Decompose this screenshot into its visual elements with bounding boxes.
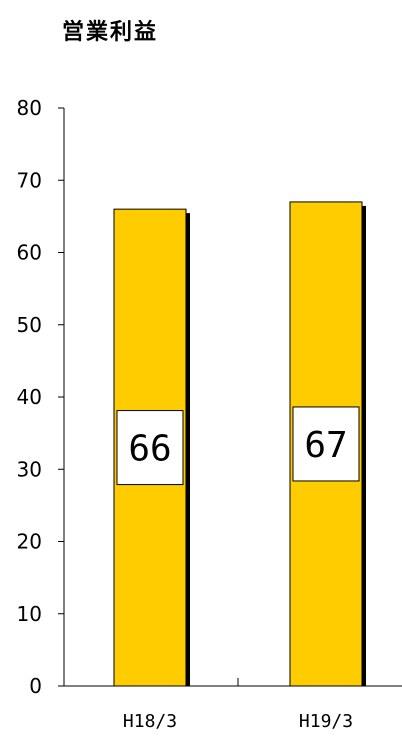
chart-title: 営業利益 [62,20,159,45]
y-axis: 0 10 20 30 40 50 60 70 80 [17,96,65,698]
data-label-box [292,406,360,482]
category-labels: H18/3 H19/3 [123,711,353,732]
y-tick-label: 70 [17,168,42,192]
y-tick-label: 30 [17,457,42,481]
y-tick-label: 40 [17,385,42,409]
y-tick-label: 20 [17,530,42,554]
category-label: H18/3 [123,711,177,732]
y-tick-label: 80 [17,96,42,120]
data-label: 67 [304,425,347,466]
category-label: H19/3 [299,711,353,732]
y-tick-label: 50 [17,313,42,337]
y-tick-label: 10 [17,602,42,626]
data-label-box [116,410,184,486]
y-tick-label: 0 [29,674,42,698]
data-label: 66 [128,429,171,470]
y-tick-label: 60 [17,241,42,265]
data-labels: 66 67 [116,406,360,486]
